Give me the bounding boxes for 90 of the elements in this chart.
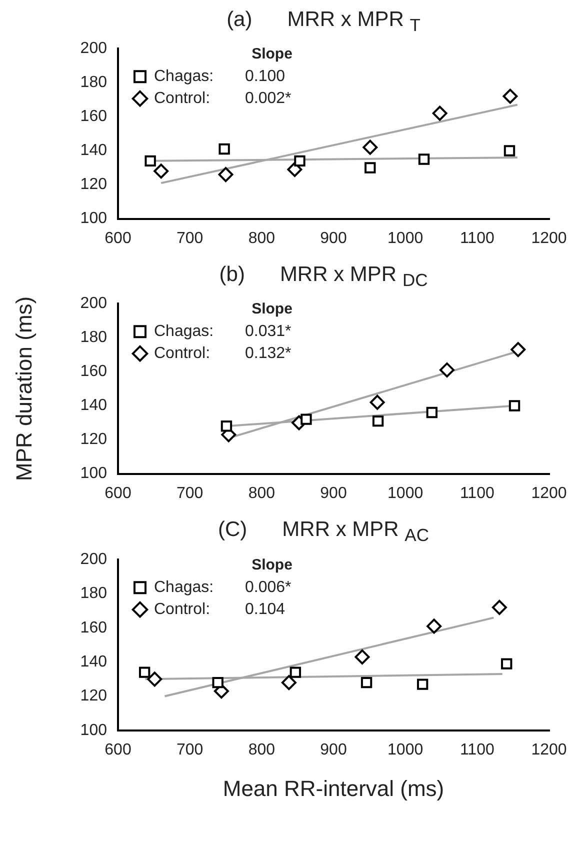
- point: [508, 400, 520, 412]
- point: [492, 599, 507, 614]
- y-axis-title: MPR duration (ms): [11, 296, 36, 482]
- legend-title: Slope: [252, 46, 292, 63]
- x-axis-title: Mean RR-interval (ms): [222, 775, 444, 800]
- point: [360, 676, 372, 688]
- point: [504, 145, 516, 157]
- x-tick-label: 1200: [531, 485, 567, 502]
- x-tick-label: 1000: [388, 485, 424, 502]
- y-tick-label: 160: [80, 108, 108, 126]
- y-tick-label: 180: [80, 584, 108, 602]
- y-tick-label: 100: [80, 210, 108, 228]
- y-tick-label: 160: [80, 363, 108, 380]
- point: [294, 156, 306, 167]
- y-tick-label: 120: [80, 176, 108, 194]
- x-tick-label: 1000: [388, 740, 424, 758]
- point: [281, 674, 296, 690]
- x-tick-label: 900: [320, 485, 347, 502]
- y-tick-label: 200: [80, 40, 108, 58]
- point: [418, 154, 430, 166]
- legend-label: Chagas:: [154, 68, 214, 86]
- chart-title: (a) MRR x MPR $_{T}$: [226, 8, 422, 36]
- y-tick-label: 180: [80, 329, 108, 346]
- y-tick-label: 140: [80, 398, 108, 414]
- point: [426, 407, 438, 418]
- point: [300, 414, 312, 426]
- chart-title: (C) MRR x MPR $_{AC}$: [217, 518, 430, 547]
- x-tick-label: 700: [176, 230, 204, 247]
- y-tick-label: 140: [80, 142, 108, 160]
- chart-title: (b) MRR x MPR $_{DC}$: [218, 263, 429, 292]
- x-tick-label: 1100: [460, 485, 494, 502]
- point: [362, 140, 378, 156]
- legend-label: Chagas:: [154, 578, 214, 596]
- y-tick-label: 100: [80, 721, 108, 738]
- point: [416, 678, 428, 690]
- legend-label: Control:: [154, 90, 210, 108]
- point: [290, 666, 302, 678]
- point: [218, 167, 234, 182]
- legend-title: Slope: [252, 556, 292, 574]
- point: [502, 88, 518, 104]
- x-tick-label: 1000: [388, 230, 424, 247]
- legend-label: Chagas:: [154, 323, 214, 340]
- point: [372, 416, 384, 428]
- legend-title: Slope: [252, 301, 292, 318]
- point: [439, 362, 454, 378]
- y-tick-label: 120: [80, 432, 108, 449]
- point: [370, 395, 385, 410]
- annotation: 0.002*: [245, 90, 292, 108]
- point: [510, 342, 526, 358]
- x-tick-label: 800: [248, 485, 276, 502]
- point: [426, 618, 442, 634]
- y-tick-label: 200: [80, 295, 108, 312]
- x-tick-label: 600: [104, 485, 132, 502]
- x-tick-label: 1200: [531, 740, 567, 758]
- x-tick-label: 1200: [531, 230, 567, 247]
- point: [220, 420, 232, 432]
- annotation: 0.104: [245, 600, 286, 618]
- point: [432, 106, 448, 121]
- x-tick-label: 700: [176, 485, 204, 502]
- x-tick-label: 600: [104, 230, 132, 247]
- annotation: 0.031*: [245, 323, 292, 340]
- annotation: 0.006*: [245, 578, 292, 596]
- y-tick-label: 140: [80, 653, 108, 670]
- legend-label: Control:: [154, 345, 210, 362]
- y-tick-label: 100: [80, 466, 108, 483]
- point: [138, 666, 150, 678]
- x-tick-label: 800: [248, 740, 276, 758]
- y-tick-label: 160: [80, 618, 108, 636]
- legend-label: Control:: [154, 600, 210, 618]
- point: [218, 144, 230, 155]
- x-tick-label: 900: [320, 230, 347, 247]
- point: [364, 162, 376, 174]
- point: [501, 658, 512, 669]
- point: [287, 162, 302, 178]
- point: [147, 671, 162, 686]
- point: [144, 156, 156, 167]
- y-tick-label: 200: [80, 550, 108, 568]
- annotation: 0.100: [245, 68, 286, 86]
- x-tick-label: 1100: [460, 740, 494, 758]
- x-tick-label: 1100: [460, 230, 494, 247]
- point: [212, 676, 224, 688]
- x-tick-label: 900: [320, 740, 347, 758]
- point: [154, 164, 169, 179]
- x-tick-label: 700: [176, 740, 204, 758]
- y-tick-label: 180: [80, 74, 108, 92]
- point: [354, 649, 370, 664]
- x-tick-label: 800: [248, 230, 276, 247]
- x-tick-label: 600: [104, 740, 132, 758]
- y-tick-label: 120: [80, 687, 108, 704]
- annotation: 0.132*: [245, 345, 292, 362]
